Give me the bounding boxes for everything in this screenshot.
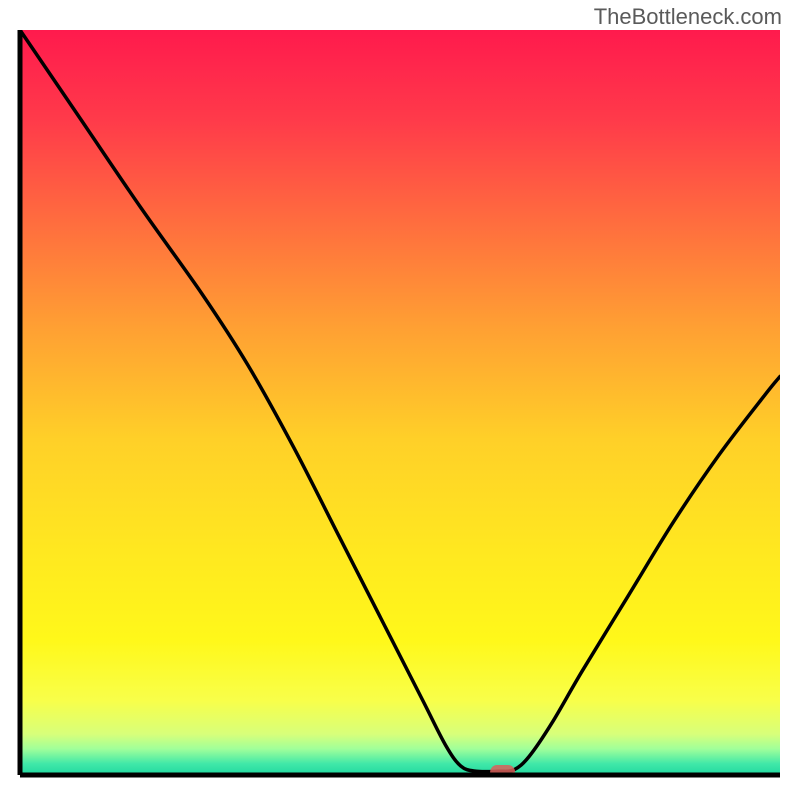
bottleneck-chart — [0, 0, 800, 800]
chart-container: TheBottleneck.com — [0, 0, 800, 800]
watermark-text: TheBottleneck.com — [594, 4, 782, 30]
plot-background — [20, 30, 780, 775]
